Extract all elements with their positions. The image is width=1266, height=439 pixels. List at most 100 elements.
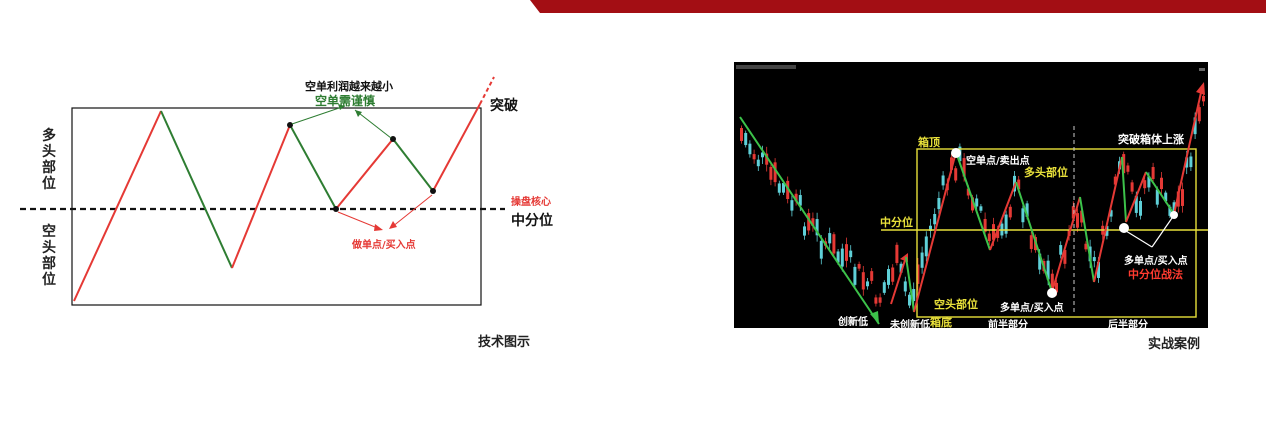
lower-zone-label: 空头部位 — [42, 224, 56, 288]
candle-body — [866, 281, 869, 287]
candle-body — [950, 157, 953, 170]
candle-body — [975, 198, 979, 207]
candle-body — [1025, 203, 1029, 217]
candle-body — [853, 266, 857, 285]
candle-body — [870, 271, 874, 281]
candle-body — [807, 213, 811, 231]
candle-body — [773, 162, 777, 183]
candle-body — [1029, 235, 1033, 249]
candle-body — [891, 267, 895, 282]
candle-body — [916, 264, 920, 284]
candle-body — [874, 297, 878, 304]
candle-body — [1181, 189, 1184, 206]
candle-body — [1185, 157, 1189, 168]
candle-body — [1172, 202, 1176, 216]
candle-body — [1155, 189, 1159, 205]
candle-body — [979, 206, 983, 211]
candle-body — [1046, 260, 1050, 280]
candle-body — [777, 183, 781, 193]
candle-body — [1055, 282, 1058, 293]
candle-body — [1113, 176, 1117, 185]
front-half-label: 前半部分 — [988, 320, 1028, 328]
candle-body — [1109, 210, 1113, 217]
candle-body — [1080, 210, 1084, 223]
candle-body — [971, 197, 974, 211]
long-buy-point-label: 多单点/买入点 — [1000, 303, 1064, 314]
candle-body — [878, 297, 882, 303]
candle-body — [954, 168, 958, 181]
candle-body — [1084, 243, 1088, 250]
long-zone-label: 多头部位 — [1024, 166, 1068, 179]
candle-body — [924, 236, 928, 257]
candle-body — [798, 195, 802, 206]
candle-body — [819, 240, 823, 259]
box-bottom-label: 箱底 — [930, 316, 952, 328]
candle-body — [933, 214, 937, 225]
top-brand-bar — [530, 0, 1266, 13]
candle-body — [744, 132, 748, 146]
candle-body — [1160, 177, 1163, 190]
candle-body — [748, 143, 752, 155]
no-new-low-label: 未创新低 — [890, 320, 930, 328]
pivot-core-label: 操盘核心 — [511, 197, 551, 208]
profit-note: 空单利润越来越小 — [305, 80, 393, 93]
breakout-rise-label: 突破箱体上涨 — [1118, 133, 1184, 146]
candle-body — [887, 269, 890, 285]
candle-body — [845, 244, 848, 261]
candle-body — [861, 272, 865, 290]
candle-body — [1193, 117, 1197, 135]
candle-body — [1202, 95, 1205, 102]
candle-body — [895, 244, 899, 263]
candle-body — [920, 252, 924, 268]
candle-body — [1143, 180, 1147, 189]
candle-body — [899, 263, 903, 273]
candle-body — [1021, 208, 1025, 223]
candle-body — [1105, 225, 1109, 236]
candle-body — [903, 281, 907, 292]
candle-body — [1189, 156, 1193, 168]
candle-body — [815, 219, 819, 236]
candle-body — [1050, 273, 1054, 292]
candle-body — [941, 175, 945, 186]
candle-body — [992, 224, 995, 240]
buy-point-label: 做单点/买入点 — [352, 240, 416, 251]
upper-zone-label: 多头部位 — [42, 128, 56, 192]
candle-body — [1139, 200, 1142, 216]
candle-body — [857, 264, 861, 269]
candle-body — [1076, 213, 1079, 228]
candle-body — [983, 218, 987, 232]
candle-body — [794, 193, 798, 202]
caution-note: 空单需谨慎 — [315, 94, 376, 108]
candle-body — [912, 289, 916, 302]
candle-body — [1147, 176, 1151, 188]
left-diagram-lines — [20, 76, 505, 306]
long-buy-point-label-2: 多单点/买入点 — [1124, 256, 1188, 267]
candle-body — [996, 229, 1000, 238]
candle-body — [849, 250, 853, 258]
candle-body — [929, 225, 932, 231]
candle-body — [937, 198, 941, 210]
midline-label-panel: 中分位 — [880, 216, 913, 229]
candle-body — [786, 180, 790, 200]
candle-body — [1122, 154, 1126, 174]
candle-body — [828, 233, 832, 244]
candle-body — [803, 226, 806, 236]
candle-body — [1017, 179, 1021, 190]
short-zone-label: 空头部位 — [934, 298, 978, 311]
midline-tactic-label: 中分位战法 — [1128, 268, 1183, 281]
candle-body — [1038, 253, 1042, 270]
candle-body — [1151, 167, 1155, 179]
right-caption: 实战案例 — [1148, 337, 1201, 352]
candle-body — [908, 294, 911, 306]
candle-body — [836, 251, 840, 263]
candle-body — [1130, 182, 1134, 192]
candle-body — [761, 152, 764, 158]
back-half-label: 后半部分 — [1108, 320, 1148, 328]
candle-body — [1134, 195, 1138, 213]
candle-body — [811, 218, 815, 227]
left-caption: 技术图示 — [478, 335, 531, 350]
case-chart-panel: 箱顶 空单点/卖出点 突破箱体上涨 多头部位 中分位 空头部位 多单点/买入点 … — [734, 62, 1208, 328]
candle-body — [987, 233, 991, 242]
candle-body — [765, 153, 769, 165]
new-low-label: 创新低 — [838, 317, 868, 328]
